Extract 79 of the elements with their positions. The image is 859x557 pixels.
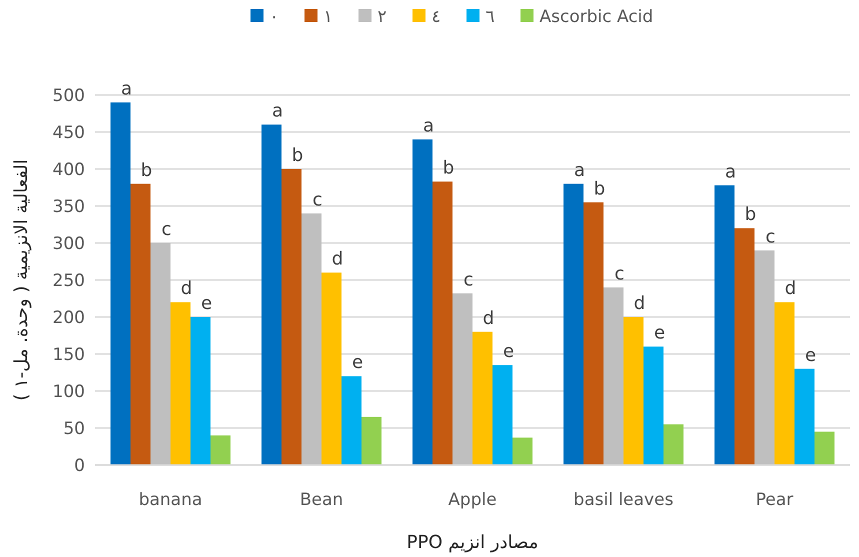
- data-label: e: [200, 293, 212, 314]
- bar: [492, 365, 512, 465]
- data-label: e: [654, 322, 666, 344]
- legend-label: ٢: [378, 7, 387, 27]
- bar: [604, 287, 624, 465]
- legend-label: Ascorbic Acid: [540, 7, 654, 27]
- bar: [342, 376, 362, 465]
- data-label: a: [120, 78, 132, 100]
- data-label: b: [140, 160, 152, 181]
- data-label: b: [594, 178, 606, 200]
- data-label: c: [464, 269, 474, 290]
- y-tick-label: 500: [52, 86, 85, 106]
- bar: [362, 416, 382, 465]
- bar: [814, 432, 834, 465]
- x-tick-label: banana: [138, 490, 202, 510]
- bar: [564, 184, 584, 465]
- bar: [584, 202, 604, 465]
- y-tick-label: 50: [63, 419, 85, 439]
- bar: [130, 184, 150, 465]
- data-label: c: [162, 219, 172, 240]
- bar: [150, 243, 170, 465]
- bar: [472, 332, 492, 465]
- data-label: e: [352, 352, 364, 374]
- y-tick-label: 150: [52, 345, 85, 365]
- bar: [412, 139, 432, 465]
- bar: [210, 435, 230, 465]
- x-tick-label: basil leaves: [574, 490, 674, 510]
- bar: [110, 102, 130, 465]
- bar: [282, 169, 302, 465]
- bar: [794, 368, 814, 465]
- y-tick-label: 250: [52, 271, 85, 291]
- x-tick-label: Bean: [300, 490, 344, 510]
- bar: [452, 293, 472, 465]
- bar: [734, 228, 754, 465]
- data-label: d: [180, 278, 192, 300]
- data-label: c: [766, 226, 776, 248]
- y-tick-label: 0: [74, 456, 85, 476]
- data-label: d: [784, 278, 796, 300]
- y-tick-label: 350: [52, 197, 85, 217]
- legend-label: ٦: [486, 7, 495, 27]
- x-axis-title: مصادر انزيم PPO: [406, 532, 538, 553]
- data-label: a: [422, 115, 434, 136]
- data-label: e: [502, 341, 514, 362]
- legend-label: ٠: [270, 7, 279, 27]
- bar: [644, 346, 664, 465]
- data-label: a: [272, 100, 284, 122]
- y-axis-title: الفعالية الانزيمية ( وحدة. مل-١ ): [11, 159, 32, 401]
- y-tick-label: 300: [52, 234, 85, 254]
- data-label: b: [442, 158, 454, 179]
- data-label: b: [744, 204, 756, 226]
- data-label: e: [804, 344, 816, 366]
- bar: [322, 272, 342, 465]
- data-label: a: [724, 161, 736, 182]
- bar: [302, 213, 322, 465]
- data-label: d: [634, 293, 646, 314]
- legend-label: ١: [324, 7, 333, 27]
- bar: [262, 124, 282, 465]
- y-tick-label: 100: [52, 382, 85, 402]
- bar: [512, 438, 532, 465]
- bar: [190, 317, 210, 465]
- bar: [170, 302, 190, 465]
- x-tick-label: Apple: [448, 490, 497, 510]
- y-tick-label: 400: [52, 160, 85, 180]
- bar: [432, 182, 452, 465]
- bar: [774, 302, 794, 465]
- y-tick-label: 450: [52, 123, 85, 143]
- bar: [624, 317, 644, 465]
- data-label: a: [574, 160, 586, 181]
- data-label: c: [312, 189, 322, 210]
- data-label: c: [614, 263, 624, 284]
- bar: [754, 250, 774, 465]
- bar: [714, 185, 734, 465]
- bar: [664, 424, 684, 465]
- legend-label: ٤: [432, 7, 441, 27]
- data-label: b: [292, 145, 304, 166]
- data-label: d: [332, 248, 344, 270]
- y-tick-label: 200: [52, 308, 85, 328]
- data-label: d: [482, 308, 494, 329]
- x-tick-label: Pear: [756, 490, 794, 510]
